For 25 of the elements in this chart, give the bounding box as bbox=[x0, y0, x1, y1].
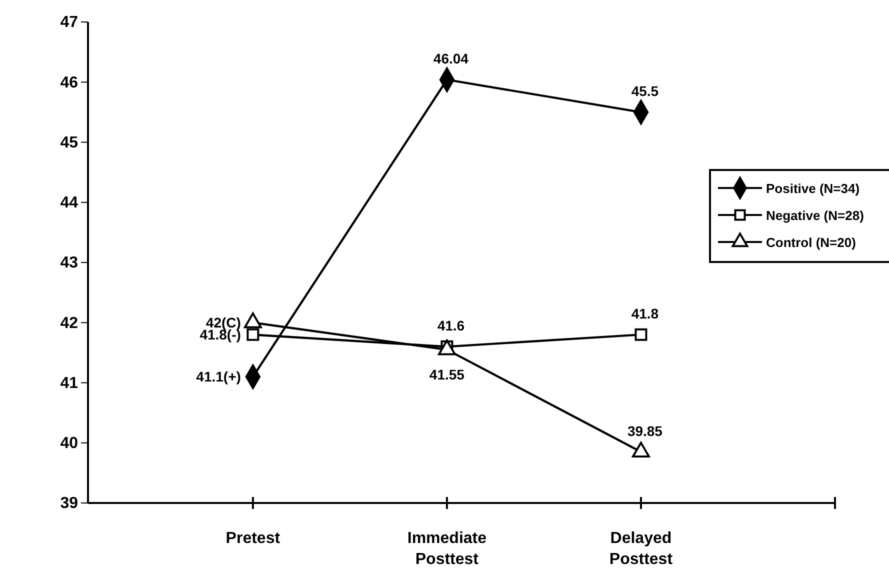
y-tick-label: 42 bbox=[60, 314, 78, 332]
x-tick-label: Delayed Posttest bbox=[609, 530, 674, 568]
data-label: 41.6 bbox=[437, 318, 465, 334]
y-tick-label: 43 bbox=[60, 254, 78, 272]
x-tick-label: Pretest bbox=[226, 530, 281, 547]
y-tick-label: 45 bbox=[60, 134, 78, 152]
data-label: 42(C) bbox=[206, 314, 241, 331]
data-label: 41.55 bbox=[429, 366, 465, 383]
point bbox=[246, 328, 260, 341]
data-label: 39.85 bbox=[627, 422, 663, 439]
y-tick-label: 40 bbox=[60, 434, 78, 452]
x-tick-label: Immediate Posttest bbox=[407, 530, 487, 568]
legend-label: Positive (N=34) bbox=[766, 181, 860, 196]
data-label: 41.1(+) bbox=[196, 368, 241, 385]
data-label: 45.5 bbox=[631, 83, 659, 100]
y-tick-label: 47 bbox=[60, 14, 78, 32]
point bbox=[634, 328, 648, 341]
y-tick-label: 44 bbox=[60, 194, 78, 212]
legend-label: Control (N=20) bbox=[766, 235, 856, 250]
data-label: 41.8 bbox=[631, 306, 659, 322]
legend-label: Negative (N=28) bbox=[766, 208, 864, 223]
y-tick-label: 39 bbox=[60, 495, 78, 512]
y-tick-label: 41 bbox=[60, 374, 78, 392]
data-label: 46.04 bbox=[433, 50, 469, 67]
y-tick-label: 46 bbox=[60, 74, 78, 92]
